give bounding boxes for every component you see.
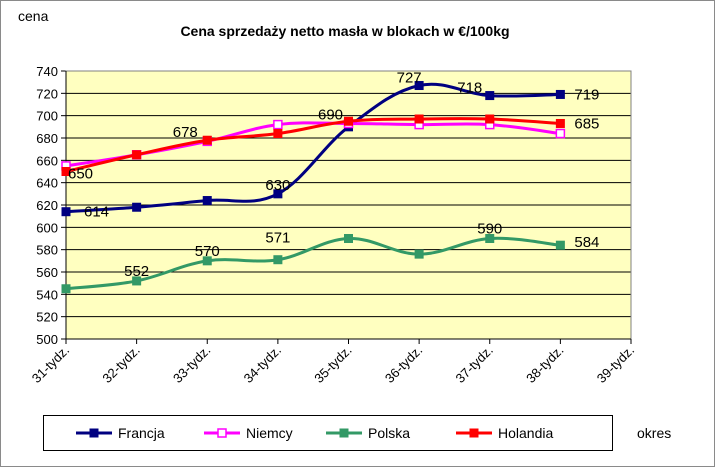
y-tick-label: 720 — [36, 86, 58, 101]
x-tick-label: 35-tydz. — [311, 343, 354, 386]
series-holandia — [61, 114, 565, 176]
x-tick-label: 38-tydz. — [523, 343, 566, 386]
data-label: 552 — [124, 263, 149, 280]
data-label: 678 — [173, 124, 198, 141]
data-label: 570 — [195, 243, 220, 260]
y-tick-label: 660 — [36, 153, 58, 168]
data-label: 685 — [574, 115, 599, 132]
y-tick-label: 520 — [36, 310, 58, 325]
data-point — [344, 234, 353, 243]
y-tick-label: 580 — [36, 243, 58, 258]
legend-label: Holandia — [498, 425, 553, 441]
data-point — [132, 276, 142, 286]
series-line — [65, 117, 561, 173]
data-point — [273, 129, 283, 139]
data-point — [273, 189, 283, 199]
legend-marker — [469, 428, 479, 438]
data-point — [61, 207, 71, 217]
x-axis-label: okres — [637, 425, 671, 441]
y-tick-label: 560 — [36, 265, 58, 280]
data-point — [555, 118, 565, 128]
data-point — [485, 114, 495, 124]
y-tick-label: 700 — [36, 109, 58, 124]
data-point — [555, 128, 566, 139]
data-point — [414, 81, 424, 91]
y-tick-label: 620 — [36, 198, 58, 213]
data-label: 650 — [68, 166, 93, 183]
legend-marker — [217, 428, 227, 438]
legend-marker — [89, 428, 99, 438]
data-point — [202, 256, 212, 266]
data-label: 614 — [84, 204, 109, 221]
y-tick-label: 680 — [36, 131, 58, 146]
data-label: 571 — [265, 230, 290, 247]
legend-item-francja: Francja — [76, 425, 165, 441]
data-point — [61, 167, 71, 176]
series-layer — [61, 81, 566, 294]
data-label: 718 — [457, 80, 482, 97]
y-tick-label: 540 — [36, 287, 58, 302]
data-label: 584 — [574, 234, 599, 251]
legend-label: Francja — [118, 425, 165, 441]
data-point — [202, 135, 212, 145]
data-label: 690 — [318, 106, 343, 123]
data-point — [555, 89, 565, 99]
x-tick-label: 34-tydz. — [241, 343, 284, 386]
data-labels: 650 614 552 678 570 630 571 690 727 718 590 719 685 5… — [68, 70, 599, 280]
data-point — [273, 255, 283, 265]
data-point — [555, 240, 565, 250]
data-point — [202, 196, 212, 206]
y-tick-label: 500 — [36, 332, 58, 347]
x-tick-label: 32-tydz. — [99, 343, 142, 386]
legend-label: Polska — [368, 425, 410, 441]
x-tick-label: 33-tydz. — [170, 343, 213, 386]
data-point — [414, 114, 424, 124]
data-point — [485, 91, 495, 101]
y-axis-label: cena — [18, 8, 49, 24]
legend-item-holandia: Holandia — [456, 425, 553, 441]
y-tick-label: 740 — [36, 64, 58, 79]
x-tick-label: 36-tydz. — [382, 343, 425, 386]
x-tick-label: 39-tydz. — [594, 343, 637, 386]
series-francja — [61, 81, 565, 217]
legend-item-polska: Polska — [326, 425, 410, 441]
legend: Francja Niemcy Polska Holandia — [43, 415, 613, 451]
series-polska — [61, 234, 565, 294]
y-tick-label: 640 — [36, 176, 58, 191]
series-line — [65, 82, 561, 214]
legend-entries: Francja Niemcy Polska Holandia — [76, 425, 553, 441]
legend-marker — [339, 428, 349, 438]
data-label: 630 — [265, 177, 290, 194]
data-point — [61, 284, 71, 294]
data-point — [273, 119, 283, 130]
data-point — [344, 116, 353, 126]
legend-item-niemcy: Niemcy — [204, 425, 293, 441]
x-tick-label: 37-tydz. — [453, 343, 496, 386]
series-line — [65, 236, 561, 291]
data-point — [132, 150, 142, 160]
data-point — [414, 249, 424, 259]
chart-title: Cena sprzedaży netto masła w blokach w €… — [180, 23, 509, 39]
data-point — [485, 234, 495, 243]
data-label: 590 — [477, 221, 502, 238]
x-tick-label: 31-tydz. — [29, 343, 72, 386]
data-label: 727 — [397, 70, 422, 87]
legend-label: Niemcy — [246, 425, 293, 441]
data-point — [132, 202, 142, 212]
y-tick-label: 600 — [36, 220, 58, 235]
data-label: 719 — [574, 86, 599, 103]
